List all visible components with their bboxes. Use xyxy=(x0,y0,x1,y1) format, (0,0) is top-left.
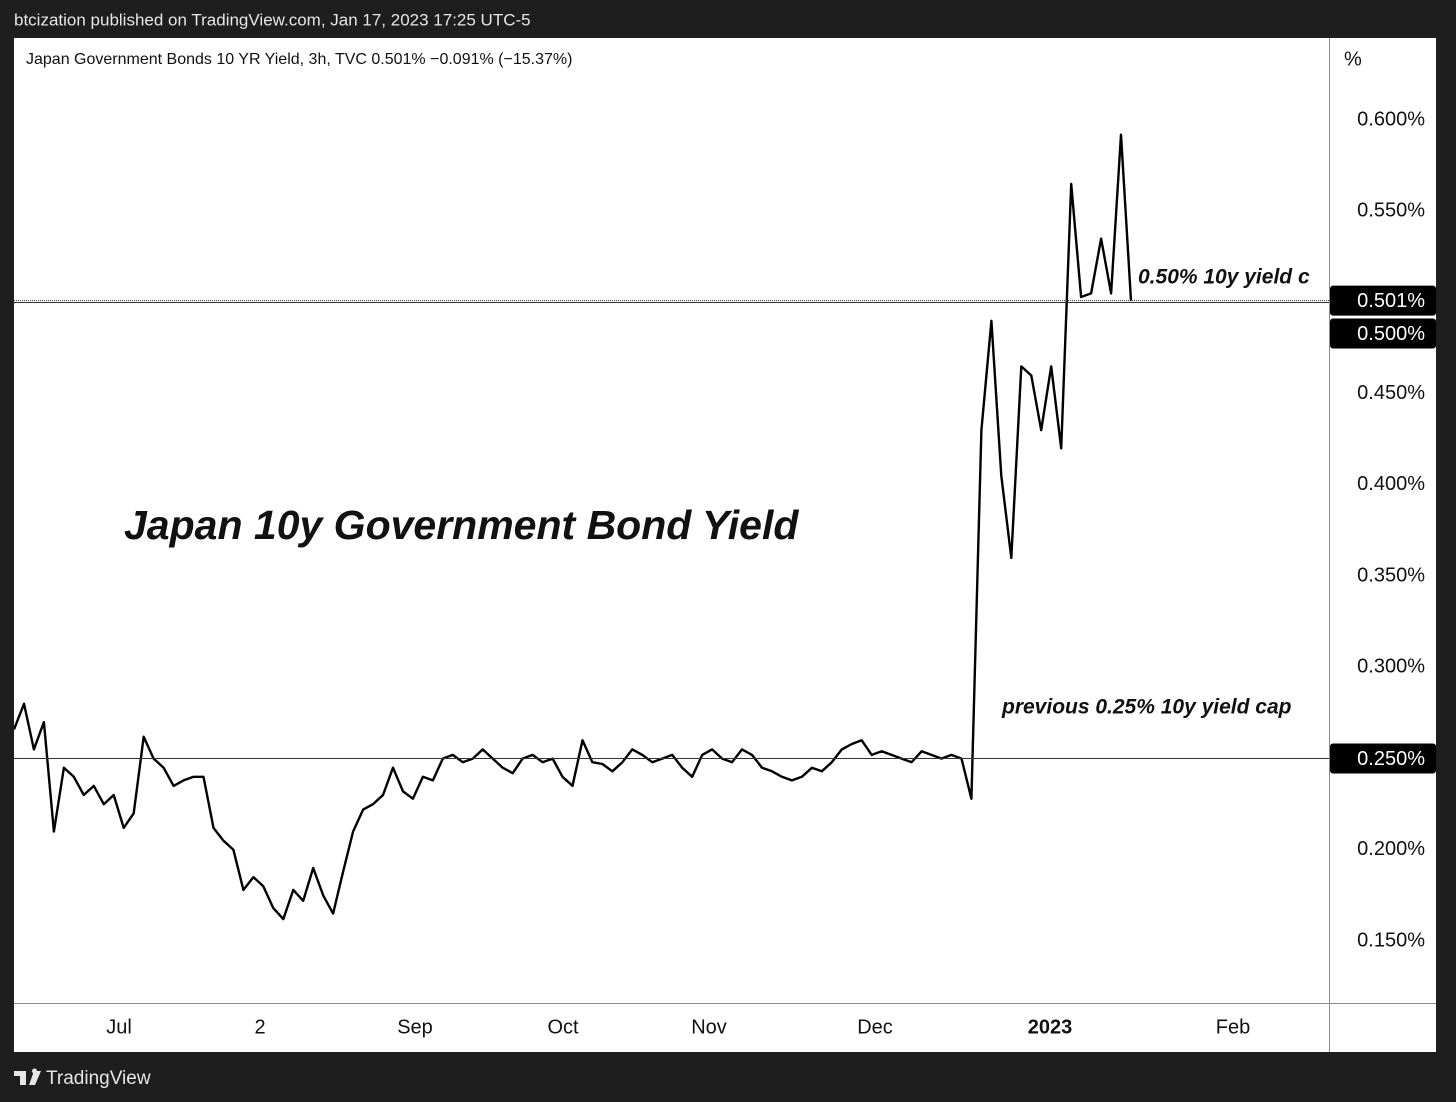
x-tick-label: Feb xyxy=(1216,1016,1250,1038)
x-tick-label: Sep xyxy=(397,1016,433,1038)
yield-line xyxy=(14,133,1133,921)
y-tick-label: 0.450% xyxy=(1357,382,1425,404)
x-tick-label: Dec xyxy=(857,1016,893,1038)
x-tick-label: Nov xyxy=(691,1016,727,1038)
header-text: btcization published on TradingView.com,… xyxy=(14,10,531,29)
price-tag xyxy=(1330,318,1436,349)
footer-brand: TradingView xyxy=(46,1068,151,1089)
x-tick-label: 2 xyxy=(254,1016,265,1038)
x-tick-label: Jul xyxy=(106,1016,132,1038)
y-tick-label: 0.550% xyxy=(1357,200,1425,222)
price-tag xyxy=(1330,285,1436,316)
price-tag-label: 0.500% xyxy=(1357,323,1425,345)
annotation: 0.50% 10y yield c xyxy=(1138,266,1310,289)
plot-area: 0.50% 10y yield c previous 0.25% 10y yie… xyxy=(14,133,1310,921)
y-tick-label: 0.600% xyxy=(1357,108,1425,130)
chart-title: Japan 10y Government Bond Yield xyxy=(124,502,799,548)
annotation: previous 0.25% 10y yield cap xyxy=(1001,696,1292,719)
price-tag-label: 0.250% xyxy=(1357,748,1425,770)
y-tick-label: 0.150% xyxy=(1357,929,1425,951)
chart-panel xyxy=(14,38,1436,1052)
y-tick-label: 0.400% xyxy=(1357,473,1425,495)
y-unit: % xyxy=(1344,48,1362,70)
y-tick-label: 0.300% xyxy=(1357,656,1425,678)
x-tick-label: Oct xyxy=(547,1016,579,1038)
price-tag-label: 0.501% xyxy=(1357,290,1425,312)
x-tick-label: 2023 xyxy=(1028,1016,1073,1038)
legend-text: Japan Government Bonds 10 YR Yield, 3h, … xyxy=(26,51,572,68)
price-tag xyxy=(1330,743,1436,774)
y-tick-label: 0.200% xyxy=(1357,838,1425,860)
y-tick-label: 0.350% xyxy=(1357,564,1425,586)
footer-logo xyxy=(14,1068,41,1085)
